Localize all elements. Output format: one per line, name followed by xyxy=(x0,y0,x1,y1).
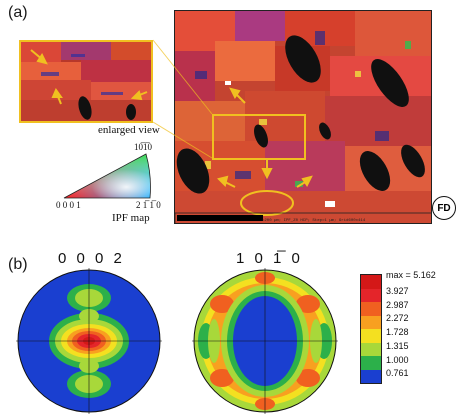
panel-b-label: (b) xyxy=(8,256,28,273)
contour-legend-colorbar xyxy=(360,274,382,384)
legend-max-label: max = 5.162 xyxy=(386,270,436,280)
legend-level-label: 2.987 xyxy=(386,299,409,310)
legend-swatch xyxy=(361,288,381,302)
ipf-top-index-label: 10̅1̅0 xyxy=(134,142,152,152)
legend-swatch xyxy=(361,356,381,370)
legend-level-label: 3.927 xyxy=(386,285,409,296)
legend-swatch-stack xyxy=(361,275,381,383)
legend-swatch xyxy=(361,329,381,343)
ipf-color-key-triangle xyxy=(63,153,151,199)
pole-figure-0002-title: 0 0 0 2 xyxy=(58,250,125,267)
enlarged-view-inset xyxy=(19,40,153,123)
legend-swatch xyxy=(361,275,381,289)
scale-bar-label: =200 µm; IPF_Z0 HCP; Step=1 µm; Grid600x… xyxy=(262,219,366,223)
legend-swatch xyxy=(361,342,381,356)
legend-level-label: 0.761 xyxy=(386,368,409,379)
panel-a-label: (a) xyxy=(8,4,28,21)
fd-direction-badge: FD xyxy=(432,196,456,220)
legend-level-label: 2.272 xyxy=(386,313,409,324)
pole-figure-10-10-title: 1 0 1̅ 0 xyxy=(236,250,303,267)
legend-swatch xyxy=(361,315,381,329)
pole-figure-0002 xyxy=(16,268,162,414)
legend-swatch xyxy=(361,302,381,316)
enlarged-grain-texture xyxy=(21,42,151,121)
ipf-left-index-label: 0 0 0 1 xyxy=(56,200,81,210)
pole-figure-10-10 xyxy=(192,268,338,414)
legend-level-label: 1.315 xyxy=(386,340,409,351)
legend-swatch xyxy=(361,369,381,383)
legend-level-label: 1.000 xyxy=(386,354,409,365)
enlarged-view-caption: enlarged view xyxy=(98,124,160,136)
legend-level-label: 1.728 xyxy=(386,327,409,337)
ipf-map-caption: IPF map xyxy=(112,212,150,224)
ipf-right-index-label: 2 1̅ 1̅ 0 xyxy=(136,200,161,210)
